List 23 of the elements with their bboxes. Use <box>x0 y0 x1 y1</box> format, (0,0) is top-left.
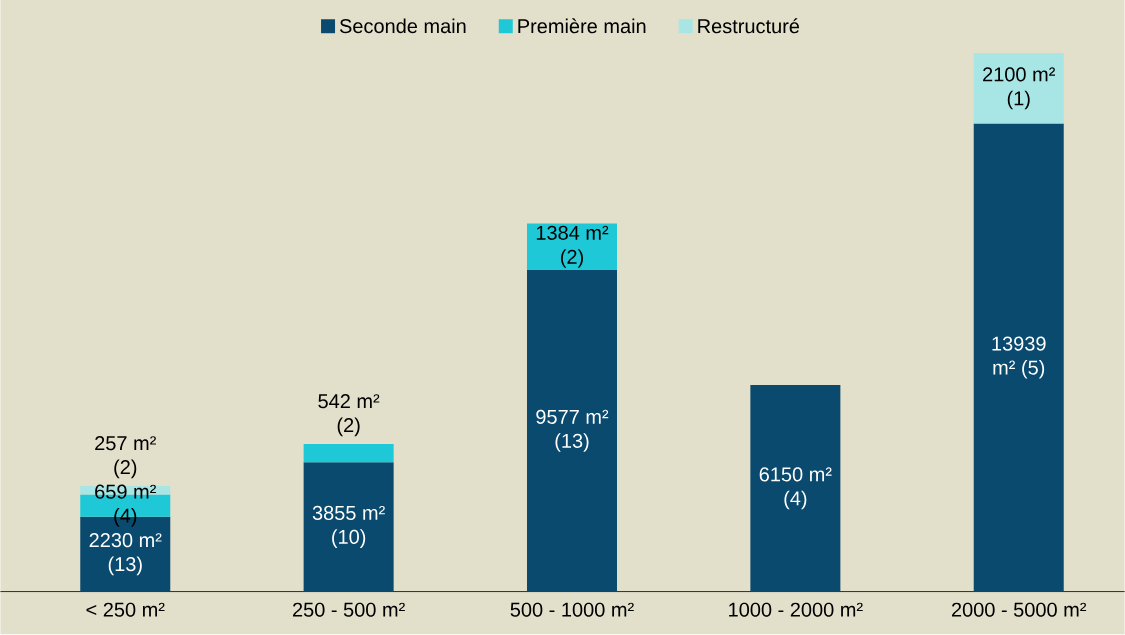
data-label: 13939 m² (5) <box>992 336 1046 379</box>
x-tick-label: 1000 - 2000 m² <box>729 602 863 617</box>
data-label: 257 m² (2) <box>95 436 156 479</box>
legend-label: Seconde main <box>339 18 466 34</box>
x-tick-label: 2000 - 5000 m² <box>951 602 1087 617</box>
data-label: 2230 m² (13) <box>89 533 162 576</box>
data-label: 6150 m² (4) <box>759 467 832 510</box>
data-label: 9577 m² (13) <box>536 409 609 453</box>
x-tick-label: < 250 m² <box>86 602 165 617</box>
bar <box>303 444 394 463</box>
data-label: 2100 m² (1) <box>983 67 1055 110</box>
bar <box>973 123 1064 592</box>
legend-label: Restructuré <box>698 18 800 34</box>
bar <box>750 385 841 592</box>
legend-label: Première main <box>518 18 646 34</box>
data-label: 542 m² (2) <box>318 394 380 437</box>
x-tick-label: 500 - 1000 m² <box>510 602 634 617</box>
bar <box>526 270 617 592</box>
x-tick-label: 250 - 500 m² <box>292 602 405 617</box>
data-label: 1384 m² (2) <box>536 225 609 269</box>
bar <box>303 462 394 592</box>
data-label: 3855 m² (10) <box>312 506 385 549</box>
bar <box>973 53 1064 124</box>
